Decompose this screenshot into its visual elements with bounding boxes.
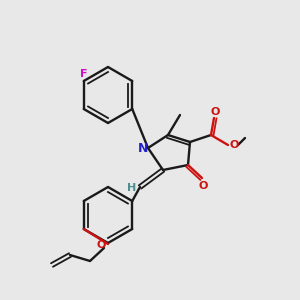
Text: F: F xyxy=(80,69,88,79)
Text: O: O xyxy=(96,240,106,250)
Text: H: H xyxy=(128,183,136,193)
Text: N: N xyxy=(138,142,148,154)
Text: O: O xyxy=(210,107,220,117)
Text: O: O xyxy=(229,140,239,150)
Text: O: O xyxy=(198,181,208,191)
